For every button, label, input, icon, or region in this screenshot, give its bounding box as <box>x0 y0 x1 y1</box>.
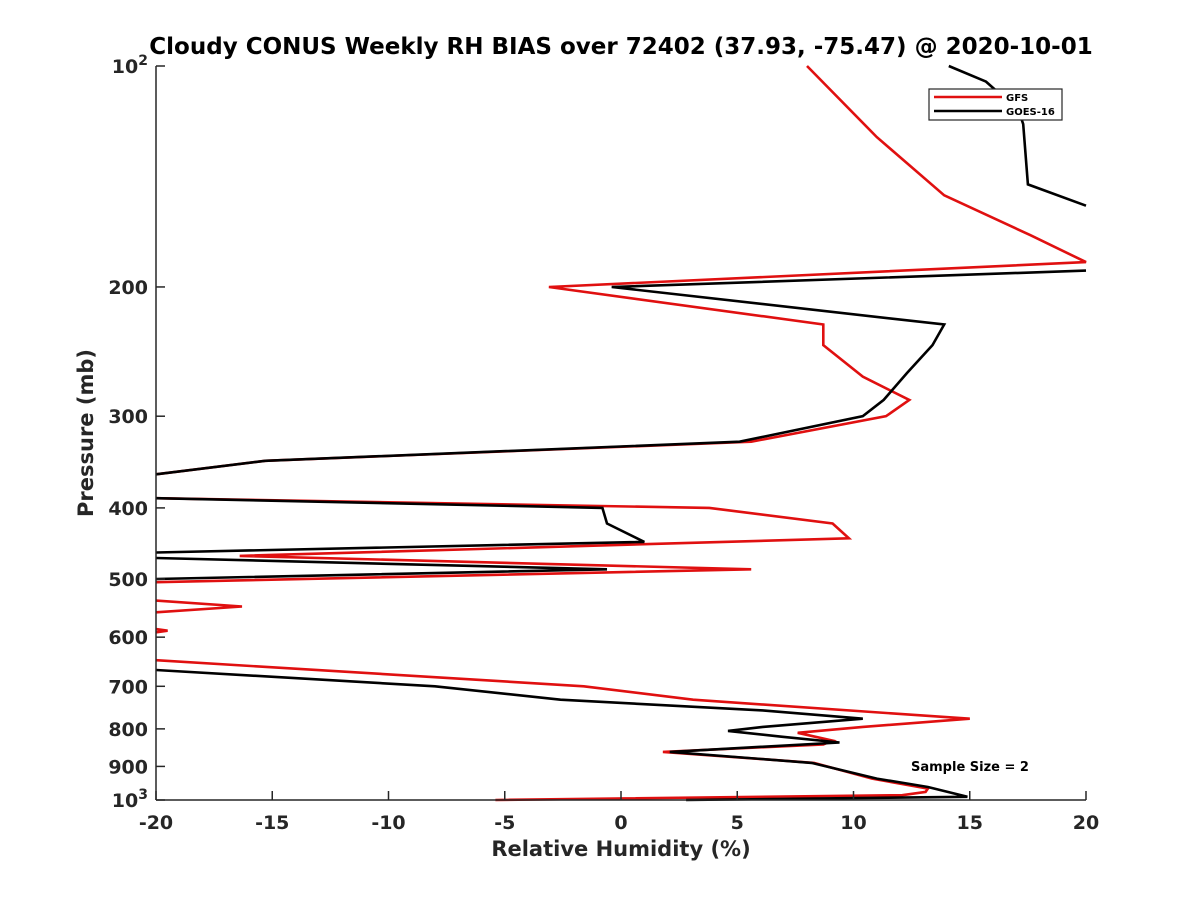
y-tick-label: 600 <box>108 627 148 649</box>
x-ticks: -20 -15 -10 -5 0 5 10 15 20 <box>139 791 1099 834</box>
y-tick-label: 400 <box>108 498 148 520</box>
series-line-gfs-segment-2 <box>155 496 853 584</box>
x-tick-label: 5 <box>731 812 744 834</box>
y-axis-label: Pressure (mb) <box>74 349 98 517</box>
x-tick-label: -5 <box>494 812 515 834</box>
y-tick-label: 300 <box>108 406 148 428</box>
y-tick-label: 900 <box>108 756 148 778</box>
chart-title: Cloudy CONUS Weekly RH BIAS over 72402 (… <box>149 34 1092 60</box>
legend-label-goes16: GOES-16 <box>1006 107 1055 118</box>
y-tick-label: 102 <box>112 53 148 78</box>
x-tick-label: -15 <box>255 812 289 834</box>
y-tick-label: 700 <box>108 676 148 698</box>
y-tick-label: 500 <box>108 569 148 591</box>
y-tick-label: 800 <box>108 719 148 741</box>
series-line-gfs-segment-4 <box>155 627 168 634</box>
y-ticks: 102 200 300 400 500 600 700 800 900 103 <box>108 53 165 812</box>
x-axis-label: Relative Humidity (%) <box>491 837 750 861</box>
x-tick-label: 15 <box>957 812 983 834</box>
x-tick-label: 0 <box>614 812 627 834</box>
y-tick-label: 200 <box>108 277 148 299</box>
series-line-gfs-segment-1 <box>155 65 1087 476</box>
series-line-gfs-segment-3 <box>155 599 243 614</box>
legend-label-gfs: GFS <box>1006 93 1028 104</box>
x-tick-label: -10 <box>371 812 405 834</box>
series-line-goes16-segment-3 <box>155 496 645 554</box>
legend: GFS GOES-16 <box>928 88 1063 121</box>
series-line-goes16-segment-4 <box>155 556 608 581</box>
legend-box <box>928 88 1063 121</box>
x-tick-label: 20 <box>1073 812 1099 834</box>
x-tick-label: 10 <box>840 812 866 834</box>
series-layer <box>155 64 1087 802</box>
y-tick-label: 103 <box>112 787 148 812</box>
x-tick-label: -20 <box>139 812 173 834</box>
series-line-goes16-segment-5 <box>155 668 968 802</box>
sample-size-annotation: Sample Size = 2 <box>911 760 1029 775</box>
series-line-goes16-segment-2 <box>155 269 1087 476</box>
